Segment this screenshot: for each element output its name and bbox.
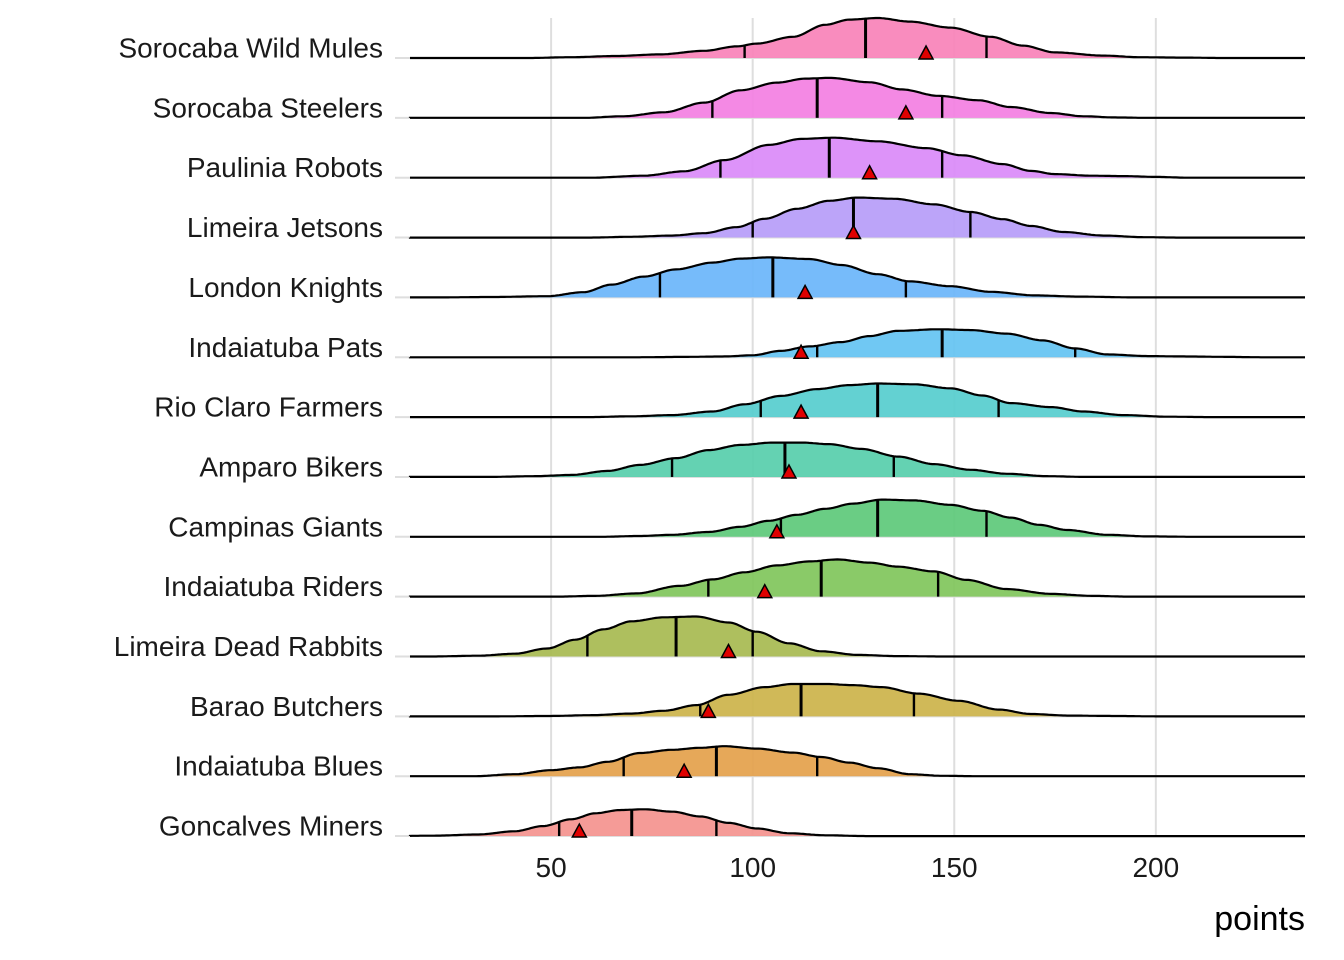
- mean-marker-limeira-dead-rabbits: [720, 642, 737, 659]
- ridge-goncalves-miners: [408, 808, 1305, 838]
- ridge-plot-area: [408, 16, 1305, 838]
- ridge-outline-campinas-giants: [410, 498, 1305, 538]
- ridge-outline-limeira-jetsons: [408, 196, 1305, 239]
- team-label-sorocaba-steelers: Sorocaba Steelers: [153, 92, 383, 123]
- team-label-limeira-jetsons: Limeira Jetsons: [187, 212, 383, 243]
- ridge-campinas-giants: [410, 498, 1305, 539]
- team-label-limeira-dead-rabbits: Limeira Dead Rabbits: [114, 631, 383, 662]
- ridge-fill-amparo-bikers: [486, 442, 1088, 477]
- mean-marker-limeira-jetsons: [845, 223, 862, 240]
- mean-marker-rio-claro-farmers: [792, 403, 810, 419]
- mean-marker-indaiatuba-pats: [792, 343, 810, 359]
- ridge-indaiatuba-pats: [408, 328, 1305, 359]
- ridge-fill-indaiatuba-blues: [474, 746, 979, 777]
- ridge-limeira-jetsons: [408, 196, 1305, 240]
- mean-marker-paulinia-robots: [861, 164, 878, 180]
- ridge-outline-indaiatuba-riders: [408, 558, 1305, 598]
- team-label-rio-claro-farmers: Rio Claro Farmers: [154, 392, 383, 423]
- ridge-sorocaba-steelers: [408, 76, 1305, 120]
- ridge-limeira-dead-rabbits: [410, 615, 1305, 659]
- ridge-rio-claro-farmers: [410, 382, 1305, 419]
- ridge-fill-rio-claro-farmers: [587, 383, 1213, 418]
- x-tick-label-150: 150: [931, 852, 978, 883]
- ridge-fill-goncalves-miners: [410, 809, 866, 837]
- x-axis: 50 100 150 200: [536, 852, 1180, 883]
- ridge-paulinia-robots: [410, 136, 1305, 180]
- ridge-outline-rio-claro-farmers: [410, 382, 1305, 419]
- team-label-paulinia-robots: Paulinia Robots: [187, 152, 383, 183]
- team-label-indaiatuba-riders: Indaiatuba Riders: [164, 571, 383, 602]
- team-label-indaiatuba-blues: Indaiatuba Blues: [174, 751, 383, 782]
- mean-marker-goncalves-miners: [571, 822, 588, 838]
- ridge-fill-london-knights: [438, 257, 1136, 298]
- team-label-sorocaba-wild-mules: Sorocaba Wild Mules: [118, 33, 383, 64]
- ridge-outline-indaiatuba-blues: [410, 745, 1305, 778]
- x-axis-title: points: [1214, 900, 1305, 938]
- mean-marker-indaiatuba-blues: [675, 762, 693, 778]
- mean-marker-campinas-giants: [768, 523, 786, 539]
- ridge-fill-sorocaba-wild-mules: [526, 18, 1225, 58]
- ridge-fill-limeira-jetsons: [591, 197, 1176, 238]
- ridge-indaiatuba-riders: [408, 558, 1305, 599]
- ridge-fill-campinas-giants: [599, 499, 1197, 537]
- x-tick-label-100: 100: [729, 852, 776, 883]
- ridge-outline-amparo-bikers: [408, 441, 1305, 478]
- ridge-outline-london-knights: [410, 256, 1305, 299]
- ridge-london-knights: [410, 256, 1305, 300]
- x-tick-label-200: 200: [1132, 852, 1179, 883]
- ridge-outline-sorocaba-steelers: [408, 76, 1305, 119]
- mean-marker-london-knights: [796, 283, 814, 300]
- ridge-fill-barao-butchers: [498, 684, 1156, 717]
- ridge-fill-indaiatuba-pats: [639, 329, 1261, 358]
- ridge-outline-sorocaba-wild-mules: [410, 16, 1305, 60]
- ridge-barao-butchers: [408, 682, 1305, 719]
- ridge-fill-limeira-dead-rabbits: [430, 616, 947, 657]
- team-label-london-knights: London Knights: [188, 272, 383, 303]
- team-label-goncalves-miners: Goncalves Miners: [159, 811, 383, 842]
- team-label-indaiatuba-pats: Indaiatuba Pats: [188, 332, 383, 363]
- ridge-outline-indaiatuba-pats: [408, 328, 1305, 359]
- x-tick-label-50: 50: [536, 852, 567, 883]
- team-label-amparo-bikers: Amparo Bikers: [199, 451, 383, 482]
- mean-marker-barao-butchers: [700, 702, 717, 719]
- mean-marker-sorocaba-wild-mules: [917, 44, 935, 60]
- mean-marker-sorocaba-steelers: [897, 104, 915, 120]
- ridge-outline-paulinia-robots: [410, 136, 1305, 179]
- ridge-outline-barao-butchers: [408, 682, 1305, 718]
- mean-marker-indaiatuba-riders: [756, 583, 774, 599]
- ridge-fill-paulinia-robots: [591, 137, 1189, 178]
- mean-marker-amparo-bikers: [780, 463, 798, 479]
- ridge-outline-goncalves-miners: [408, 808, 1305, 838]
- ridge-amparo-bikers: [408, 441, 1305, 479]
- ridge-outline-limeira-dead-rabbits: [410, 615, 1305, 658]
- team-label-campinas-giants: Campinas Giants: [168, 511, 383, 542]
- ridge-indaiatuba-blues: [410, 745, 1305, 778]
- ridge-sorocaba-wild-mules: [410, 16, 1305, 60]
- team-label-barao-butchers: Barao Butchers: [190, 691, 383, 722]
- team-labels: Goncalves Miners Indaiatuba Blues Barao Bu…: [114, 33, 383, 842]
- ridge-fill-indaiatuba-riders: [555, 559, 1132, 597]
